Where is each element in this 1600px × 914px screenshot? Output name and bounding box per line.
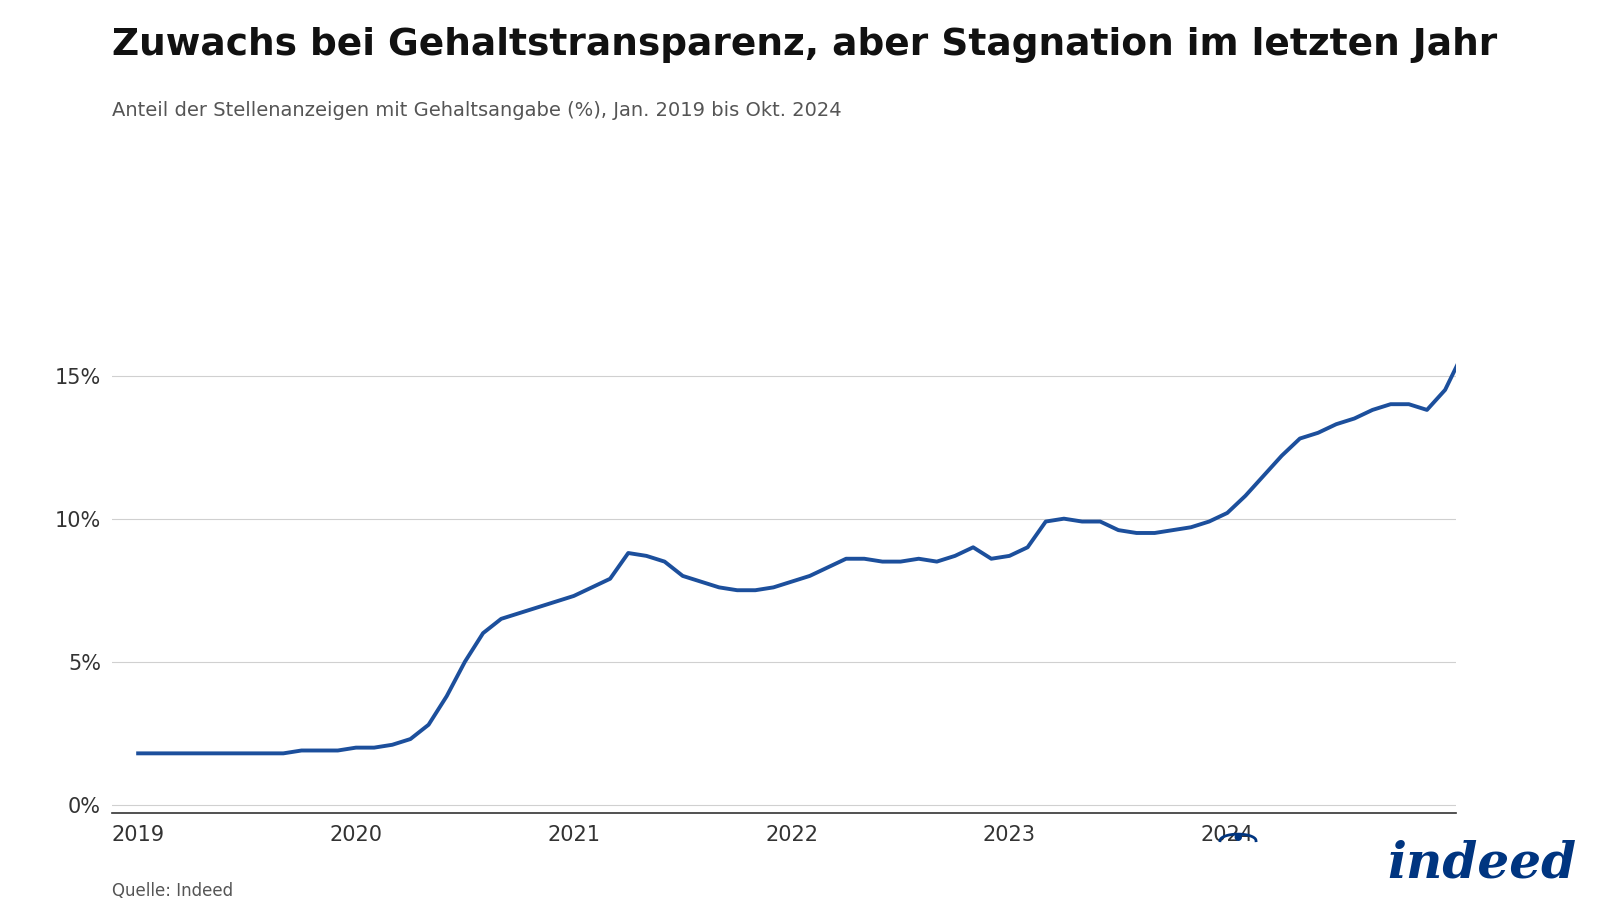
- Text: Zuwachs bei Gehaltstransparenz, aber Stagnation im letzten Jahr: Zuwachs bei Gehaltstransparenz, aber Sta…: [112, 27, 1498, 63]
- Text: indeed: indeed: [1387, 839, 1576, 888]
- Text: Anteil der Stellenanzeigen mit Gehaltsangabe (%), Jan. 2019 bis Okt. 2024: Anteil der Stellenanzeigen mit Gehaltsan…: [112, 101, 842, 120]
- Text: ●: ●: [1234, 833, 1242, 843]
- Text: Quelle: Indeed: Quelle: Indeed: [112, 882, 234, 900]
